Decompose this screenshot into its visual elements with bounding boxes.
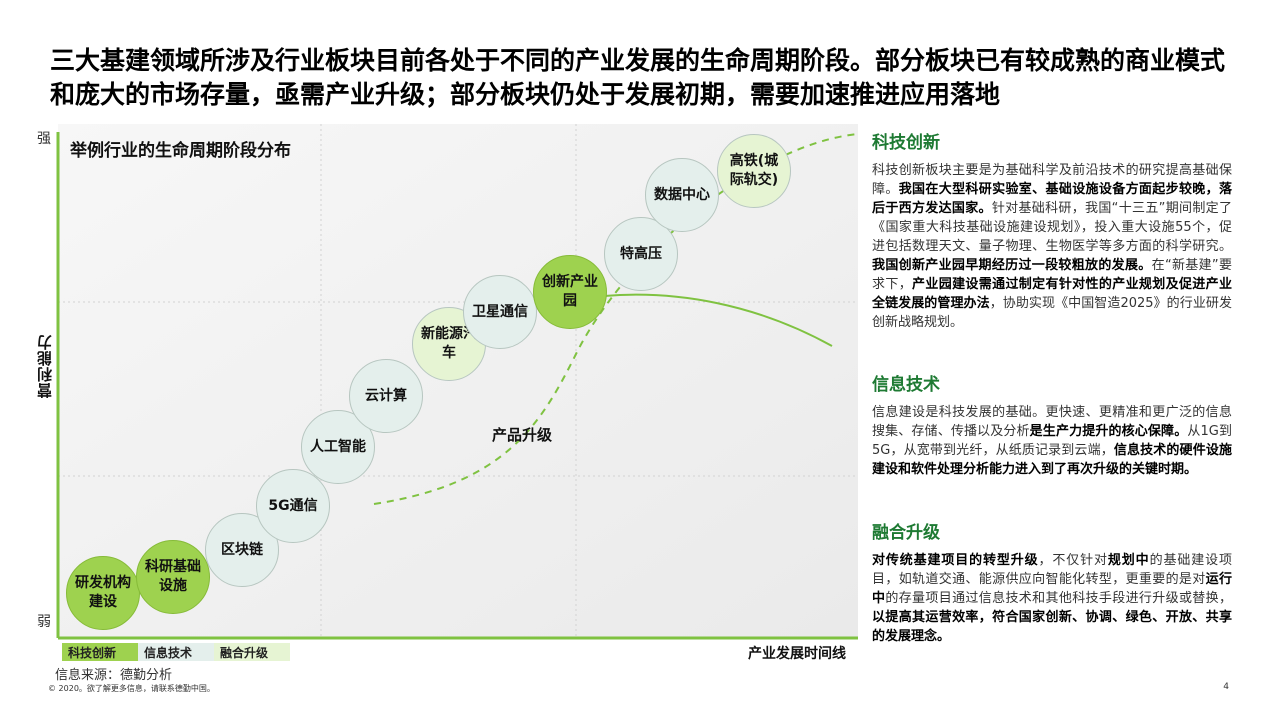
bubble-innovation-park: 创新产业园 xyxy=(533,255,607,329)
bubble-high-speed-rail: 高铁(城际轨交) xyxy=(717,134,791,208)
body-text: 针对基础科研，我国“十三五”期间制定了《国家重大科技基础设施建设规划》，投入重大… xyxy=(872,201,1232,254)
section-body: 对传统基建项目的转型升级，不仅针对规划中的基础建设项目，如轨道交通、能源供应向智… xyxy=(872,551,1232,646)
body-text: 的存量项目通过信息技术和其他科技手段进行升级或替换， xyxy=(885,591,1232,606)
decline-curve xyxy=(603,293,833,347)
legend-tech-innovation: 科技创新 xyxy=(62,643,138,661)
bubble-satellite: 卫星通信 xyxy=(463,275,537,349)
bubble-cloud: 云计算 xyxy=(349,359,423,433)
bubble-research-facilities: 科研基础设施 xyxy=(136,540,210,614)
body-text: 从1G到5G，从宽带到光纤，从纸质记录到云端， xyxy=(872,424,1232,458)
bubble-data-center: 数据中心 xyxy=(645,158,719,232)
body-text: ，协助实现《中国智造2025》的行业研发创新战略规划。 xyxy=(872,296,1232,330)
bold-text: 以提高其运营效率，符合国家创新、协调、绿色、开放、共享的发展理念。 xyxy=(872,610,1232,644)
bold-text: 我国在大型科研实验室、基础设施设备方面起步较晚，落后于西方发达国家。 xyxy=(872,182,1232,216)
body-text: 科技创新板块主要是为基础科学及前沿技术的研究提高基础保障。 xyxy=(872,163,1232,197)
page-title: 三大基建领域所涉及行业板块目前各处于不同的产业发展的生命周期阶段。部分板块已有较… xyxy=(50,46,1226,109)
bubble-rd-institutions: 研发机构建设 xyxy=(66,556,140,630)
curve-label: 产品升级 xyxy=(492,426,553,444)
copyright: © 2020。欲了解更多信息，请联系德勤中国。 xyxy=(48,684,215,693)
section-info-tech: 信息技术 信息建设是科技发展的基础。更快速、更精准和更广泛的信息搜集、存储、传播… xyxy=(872,370,1232,479)
y-axis-weak-label: 弱 xyxy=(37,614,51,630)
y-axis-label: 营利能力 xyxy=(36,334,54,398)
page-number: 4 xyxy=(1223,682,1229,692)
grid-lines xyxy=(58,124,858,638)
bubble-5g: 5G通信 xyxy=(256,469,330,543)
legend-integration-upgrade: 融合升级 xyxy=(214,643,290,661)
bold-text: 信息技术的硬件设施建设和软件处理分析能力进入到了再次升级的关键时期。 xyxy=(872,443,1232,477)
x-axis-label: 产业发展时间线 xyxy=(748,646,846,662)
body-text: ，不仅针对 xyxy=(1038,553,1108,568)
section-integration-upgrade: 融合升级 对传统基建项目的转型升级，不仅针对规划中的基础建设项目，如轨道交通、能… xyxy=(872,518,1232,646)
diagram-title: 举例行业的生命周期阶段分布 xyxy=(70,141,291,161)
bold-text: 是生产力提升的核心保障。 xyxy=(1029,424,1188,439)
bold-text: 我国创新产业园早期经历过一段较粗放的发展。 xyxy=(872,258,1152,273)
section-heading: 融合升级 xyxy=(872,523,940,543)
section-body: 科技创新板块主要是为基础科学及前沿技术的研究提高基础保障。我国在大型科研实验室、… xyxy=(872,161,1232,332)
body-text: 信息建设是科技发展的基础。更快速、更精准和更广泛的信息搜集、存储、传播以及分析 xyxy=(872,405,1232,439)
y-axis-strong-label: 强 xyxy=(37,131,51,147)
bold-text: 运行中 xyxy=(872,572,1232,606)
bubble-uhv: 特高压 xyxy=(604,217,678,291)
bold-text: 产业园建设需通过制定有针对性的产业规划及促进产业全链发展的管理办法 xyxy=(872,277,1232,311)
body-text: 在“新基建”要求下， xyxy=(872,258,1232,292)
section-body: 信息建设是科技发展的基础。更快速、更精准和更广泛的信息搜集、存储、传播以及分析是… xyxy=(872,403,1232,479)
section-heading: 信息技术 xyxy=(872,375,940,395)
source-note: 信息来源：德勤分析 xyxy=(55,668,173,683)
lifecycle-diagram: 强 弱 营利能力 举例行业的生命周期阶段分布 产品升级 产业发展时间线 研发机构… xyxy=(36,124,860,664)
section-tech-innovation: 科技创新 科技创新板块主要是为基础科学及前沿技术的研究提高基础保障。我国在大型科… xyxy=(872,128,1232,332)
body-text: 的基础建设项目，如轨道交通、能源供应向智能化转型，更重要的是对 xyxy=(872,553,1232,587)
section-heading: 科技创新 xyxy=(872,133,940,153)
bold-text: 对传统基建项目的转型升级 xyxy=(872,553,1039,568)
bold-text: 规划中 xyxy=(1107,553,1150,568)
legend-info-tech: 信息技术 xyxy=(138,643,214,661)
